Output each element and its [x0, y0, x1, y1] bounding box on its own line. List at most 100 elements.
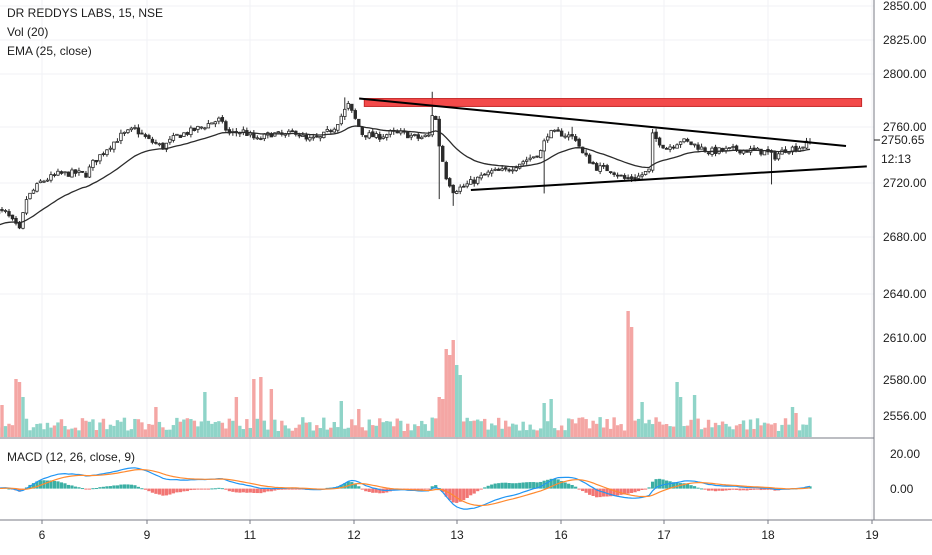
volume-bar: [549, 399, 552, 437]
candle: [627, 178, 630, 179]
volume-bar: [46, 423, 49, 437]
macd-histogram-bar: [756, 489, 759, 490]
volume-bar: [511, 424, 514, 437]
macd-histogram-bar: [749, 489, 752, 490]
macd-histogram-bar: [483, 487, 486, 488]
volume-bar: [459, 375, 462, 437]
candle: [686, 139, 689, 141]
macd-histogram-bar: [763, 489, 766, 490]
candle: [557, 130, 560, 131]
candle: [102, 154, 105, 155]
candle: [620, 175, 623, 176]
volume-bar: [752, 429, 755, 437]
volume-bar: [245, 419, 248, 437]
candle: [623, 175, 626, 178]
candle: [641, 175, 644, 176]
volume-bar: [794, 413, 797, 437]
macd-histogram-bar: [630, 489, 633, 493]
candle: [109, 148, 112, 149]
volume-bar: [130, 429, 133, 437]
candle: [22, 213, 25, 229]
macd-histogram-bar: [518, 483, 521, 489]
volume-bar: [658, 422, 661, 437]
volume-bar: [312, 431, 315, 437]
macd-histogram-bar: [742, 489, 745, 491]
volume-bar: [291, 431, 294, 437]
countdown-tag: 12:13: [870, 152, 932, 166]
volume-bar: [507, 427, 510, 437]
macd-histogram-bar: [235, 489, 238, 493]
volume-bar: [665, 424, 668, 437]
candle: [50, 175, 53, 181]
candle: [753, 148, 756, 150]
volume-bar: [210, 424, 213, 437]
time-tick-label: 17: [657, 528, 671, 542]
macd-histogram-bar: [53, 481, 56, 489]
macd-histogram-bar: [179, 489, 182, 493]
macd-histogram-bar: [242, 489, 245, 493]
volume-bar: [595, 424, 598, 437]
macd-histogram-bar: [724, 489, 727, 491]
macd-histogram-bar: [200, 489, 203, 490]
macd-histogram-bar: [585, 489, 588, 493]
candle: [655, 132, 658, 138]
volume-bar: [133, 419, 136, 437]
candle: [487, 172, 490, 175]
macd-histogram-bar: [109, 486, 112, 489]
volume-bar: [60, 419, 63, 437]
volume-bar: [319, 428, 322, 437]
macd-histogram-bar: [140, 488, 143, 489]
candle: [511, 170, 514, 171]
volume-bar: [525, 430, 528, 437]
candle: [43, 181, 46, 182]
candle: [452, 185, 455, 192]
macd-histogram-bar: [588, 489, 591, 495]
time-tick-label: 16: [554, 528, 568, 542]
macd-histogram-bar: [291, 489, 294, 490]
macd-histogram-bar: [717, 489, 720, 491]
candle: [277, 132, 280, 133]
macd-histogram-bar: [644, 489, 647, 490]
macd-histogram-bar: [494, 484, 497, 489]
volume-bar: [410, 430, 413, 437]
volume-bar: [140, 422, 143, 437]
candle: [672, 147, 675, 148]
price-scale[interactable]: 2850.002825.002800.002760.002720.002680.…: [874, 0, 927, 496]
volume-bar: [371, 425, 374, 437]
volume-bar: [11, 425, 14, 437]
volume-bar: [326, 430, 329, 437]
candle: [120, 133, 123, 140]
candle: [788, 152, 791, 153]
candle: [700, 147, 703, 149]
macd-histogram-bar: [186, 489, 189, 491]
candle: [634, 178, 637, 179]
candle: [648, 169, 651, 171]
candle: [326, 129, 329, 131]
volume-bar: [144, 429, 147, 437]
macd-histogram-bar: [217, 488, 220, 489]
macd-histogram-bar: [259, 489, 262, 494]
candle: [221, 117, 224, 121]
candle: [302, 135, 305, 136]
candle: [469, 180, 472, 185]
candle: [46, 180, 49, 181]
volume-bar: [759, 425, 762, 437]
candle: [665, 148, 668, 149]
macd-histogram-bar: [469, 489, 472, 496]
macd-histogram-bar: [599, 489, 602, 497]
candle: [64, 172, 67, 173]
volume-bar: [581, 417, 584, 437]
volume-bar: [518, 431, 521, 437]
volume-bar: [231, 421, 234, 437]
annotations[interactable]: [359, 99, 867, 191]
macd-histogram-bar: [529, 482, 532, 489]
macd-histogram-bar: [752, 489, 755, 490]
candle: [644, 171, 647, 174]
volume-bar: [277, 431, 280, 437]
macd-histogram-bar: [466, 489, 469, 498]
candle: [316, 136, 319, 137]
volume-bar: [347, 428, 350, 437]
